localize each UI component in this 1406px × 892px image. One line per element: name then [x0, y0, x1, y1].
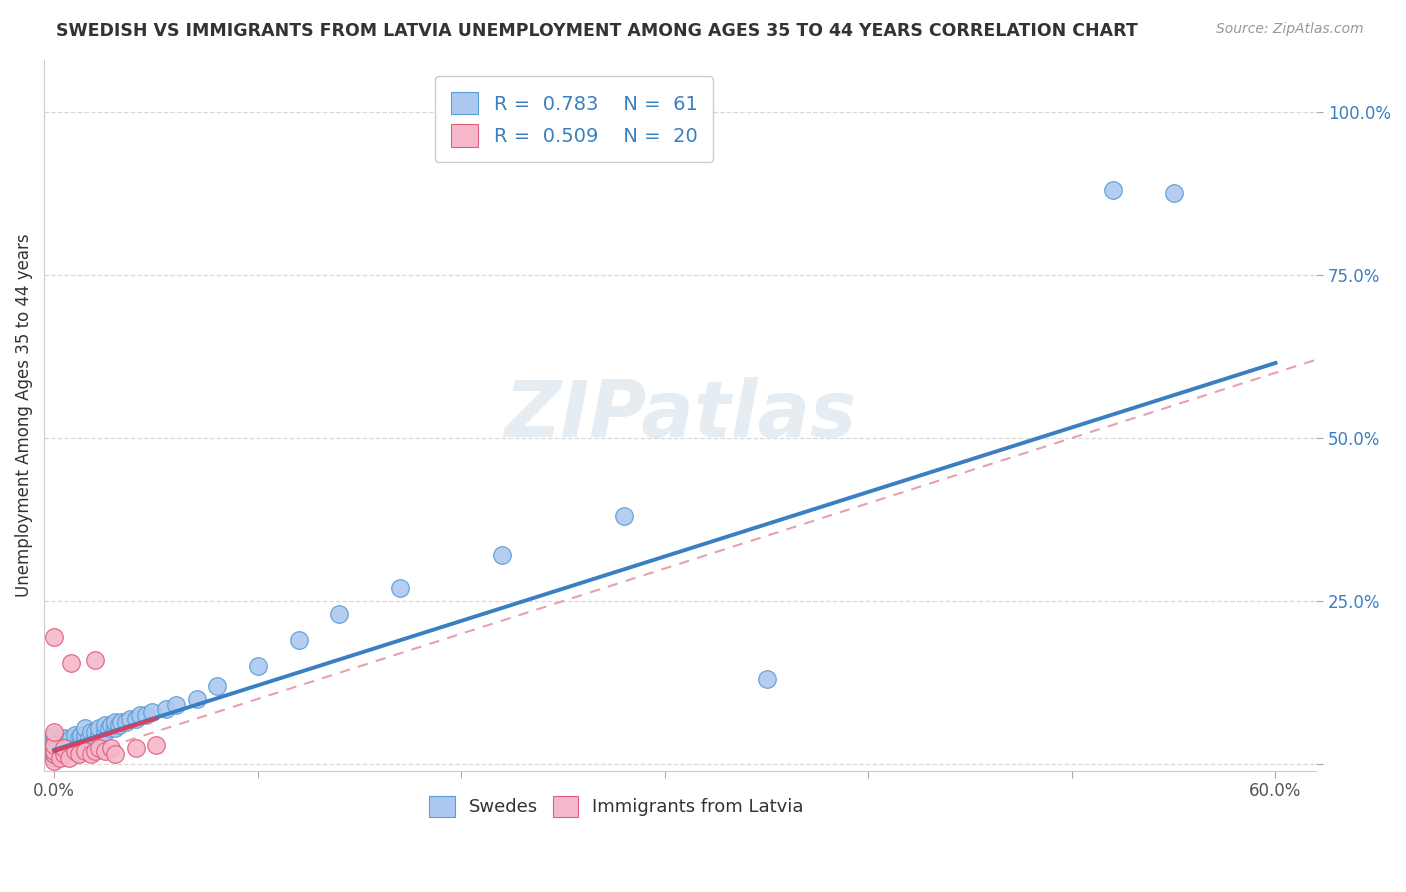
Point — [84, 724, 107, 739]
Y-axis label: Unemployment Among Ages 35 to 44 years: Unemployment Among Ages 35 to 44 years — [15, 234, 32, 597]
Point — [44, 738, 66, 752]
Point — [94, 718, 117, 732]
Point — [63, 734, 86, 748]
Point — [63, 740, 86, 755]
Point — [84, 731, 107, 745]
Point — [77, 731, 100, 745]
Point — [1101, 183, 1123, 197]
Point — [1163, 186, 1185, 201]
Point — [141, 705, 163, 719]
Point — [53, 747, 76, 762]
Point — [44, 630, 66, 644]
Point — [53, 744, 76, 758]
Point — [94, 744, 117, 758]
Point — [44, 734, 66, 748]
Point — [44, 744, 66, 758]
Point — [49, 747, 72, 762]
Point — [58, 750, 80, 764]
Point — [80, 747, 103, 762]
Point — [84, 744, 107, 758]
Point — [125, 711, 148, 725]
Point — [59, 656, 82, 670]
Point — [125, 740, 148, 755]
Point — [104, 714, 127, 729]
Point — [108, 718, 131, 732]
Point — [53, 731, 76, 745]
Point — [67, 747, 90, 762]
Point — [80, 724, 103, 739]
Point — [59, 738, 82, 752]
Point — [87, 740, 110, 755]
Point — [94, 724, 117, 739]
Point — [44, 750, 66, 764]
Point — [145, 738, 167, 752]
Point — [186, 692, 208, 706]
Point — [755, 673, 778, 687]
Point — [135, 708, 157, 723]
Point — [44, 740, 66, 755]
Text: SWEDISH VS IMMIGRANTS FROM LATVIA UNEMPLOYMENT AMONG AGES 35 TO 44 YEARS CORRELA: SWEDISH VS IMMIGRANTS FROM LATVIA UNEMPL… — [56, 22, 1137, 40]
Point — [73, 734, 96, 748]
Point — [49, 734, 72, 748]
Point — [613, 509, 636, 524]
Point — [53, 740, 76, 755]
Point — [128, 708, 150, 723]
Point — [67, 738, 90, 752]
Point — [44, 754, 66, 768]
Point — [328, 607, 350, 621]
Point — [84, 653, 107, 667]
Point — [287, 633, 309, 648]
Point — [155, 702, 177, 716]
Point — [73, 744, 96, 758]
Point — [44, 747, 66, 762]
Point — [69, 728, 91, 742]
Text: ZIPatlas: ZIPatlas — [503, 377, 856, 453]
Point — [49, 750, 72, 764]
Point — [44, 728, 66, 742]
Point — [69, 734, 91, 748]
Point — [63, 744, 86, 758]
Point — [44, 731, 66, 745]
Point — [44, 744, 66, 758]
Point — [165, 698, 187, 713]
Point — [389, 581, 412, 595]
Point — [205, 679, 228, 693]
Point — [114, 714, 136, 729]
Point — [67, 731, 90, 745]
Point — [49, 740, 72, 755]
Point — [59, 731, 82, 745]
Point — [100, 740, 122, 755]
Point — [73, 728, 96, 742]
Point — [44, 747, 66, 762]
Point — [104, 747, 127, 762]
Point — [104, 721, 127, 735]
Point — [100, 718, 122, 732]
Point — [491, 549, 513, 563]
Point — [118, 711, 141, 725]
Text: Source: ZipAtlas.com: Source: ZipAtlas.com — [1216, 22, 1364, 37]
Point — [63, 728, 86, 742]
Point — [73, 721, 96, 735]
Point — [44, 724, 66, 739]
Point — [58, 734, 80, 748]
Point — [87, 728, 110, 742]
Point — [53, 738, 76, 752]
Point — [87, 721, 110, 735]
Point — [110, 714, 132, 729]
Point — [44, 738, 66, 752]
Legend: Swedes, Immigrants from Latvia: Swedes, Immigrants from Latvia — [420, 787, 813, 826]
Point — [246, 659, 269, 673]
Point — [58, 740, 80, 755]
Point — [98, 721, 121, 735]
